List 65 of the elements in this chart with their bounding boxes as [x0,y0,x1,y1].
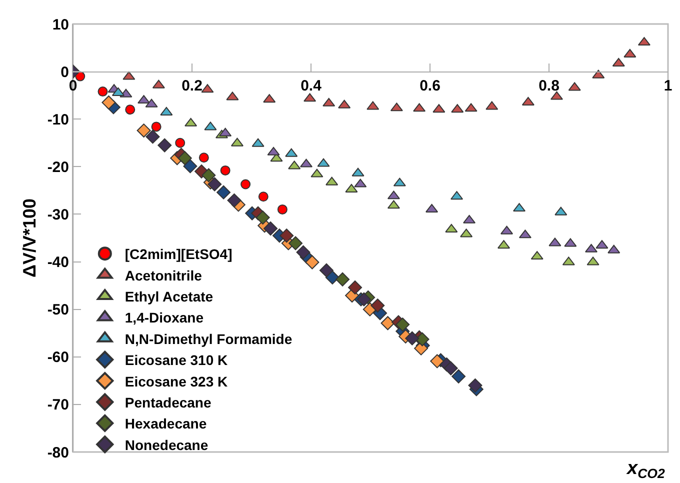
point [125,104,136,115]
y-tick-label: 10 [52,16,69,34]
point [136,124,151,138]
point [258,192,268,202]
y-tick-label: -20 [47,158,69,176]
y-tick-label: -40 [47,254,69,272]
legend-label: Hexadecane [124,416,207,432]
x-axis-title: x$_{CO2}$ [626,458,666,481]
point [277,204,288,214]
point [348,280,362,294]
point [198,152,209,163]
point [102,95,116,110]
y-tick-label: -80 [47,444,69,462]
y-tick-label: -70 [47,396,69,414]
legend-label: Eicosane 323 K [124,373,228,390]
point [336,272,350,286]
y-tick-label: -50 [47,302,69,319]
legend-label: N,N-Dimethyl Formamide [124,330,292,347]
point [151,122,162,132]
point [175,138,186,148]
point [256,210,270,225]
point [240,179,251,190]
point [370,298,385,313]
point [98,86,108,97]
legend-label: [C2mim][EtSO4] [124,246,232,262]
point [146,130,160,144]
point [288,236,303,250]
x-tick-label: 1 [664,78,672,95]
point [380,316,395,330]
point [430,354,444,368]
point [415,332,430,346]
y-axis-title: ΔV/V*100 [20,198,40,278]
y-tick-label: -30 [47,206,69,224]
point [158,138,172,152]
point [396,318,410,332]
x-tick-label: 0.2 [182,78,202,95]
legend-label: Acetonitrile [124,267,202,284]
legend-label: Ethyl Acetate [124,288,214,304]
point [280,228,294,243]
point [178,151,192,166]
legend-label: 1,4-Dioxane [124,310,204,326]
point [405,331,420,346]
point [468,378,482,392]
point [216,185,231,200]
point [227,193,242,208]
point [183,159,198,174]
legend-label: Pentadecane [124,394,212,410]
legend-label: Eicosane 310 K [124,352,228,368]
point [220,165,230,176]
point [356,292,371,306]
point [452,369,466,384]
point [305,255,320,270]
y-tick-label: -60 [47,349,69,366]
y-tick-label: -10 [47,111,69,128]
point [444,361,458,376]
x-tick-label: 0.8 [538,78,560,95]
point [264,221,278,236]
point [296,245,310,260]
point [319,263,334,278]
legend-label: Nonedecane [124,436,208,453]
point [208,177,222,192]
y-tick-label: 0 [60,64,69,81]
x-tick-label: 0.4 [300,78,322,95]
point [202,168,216,182]
x-tick-label: 0.6 [420,78,440,95]
